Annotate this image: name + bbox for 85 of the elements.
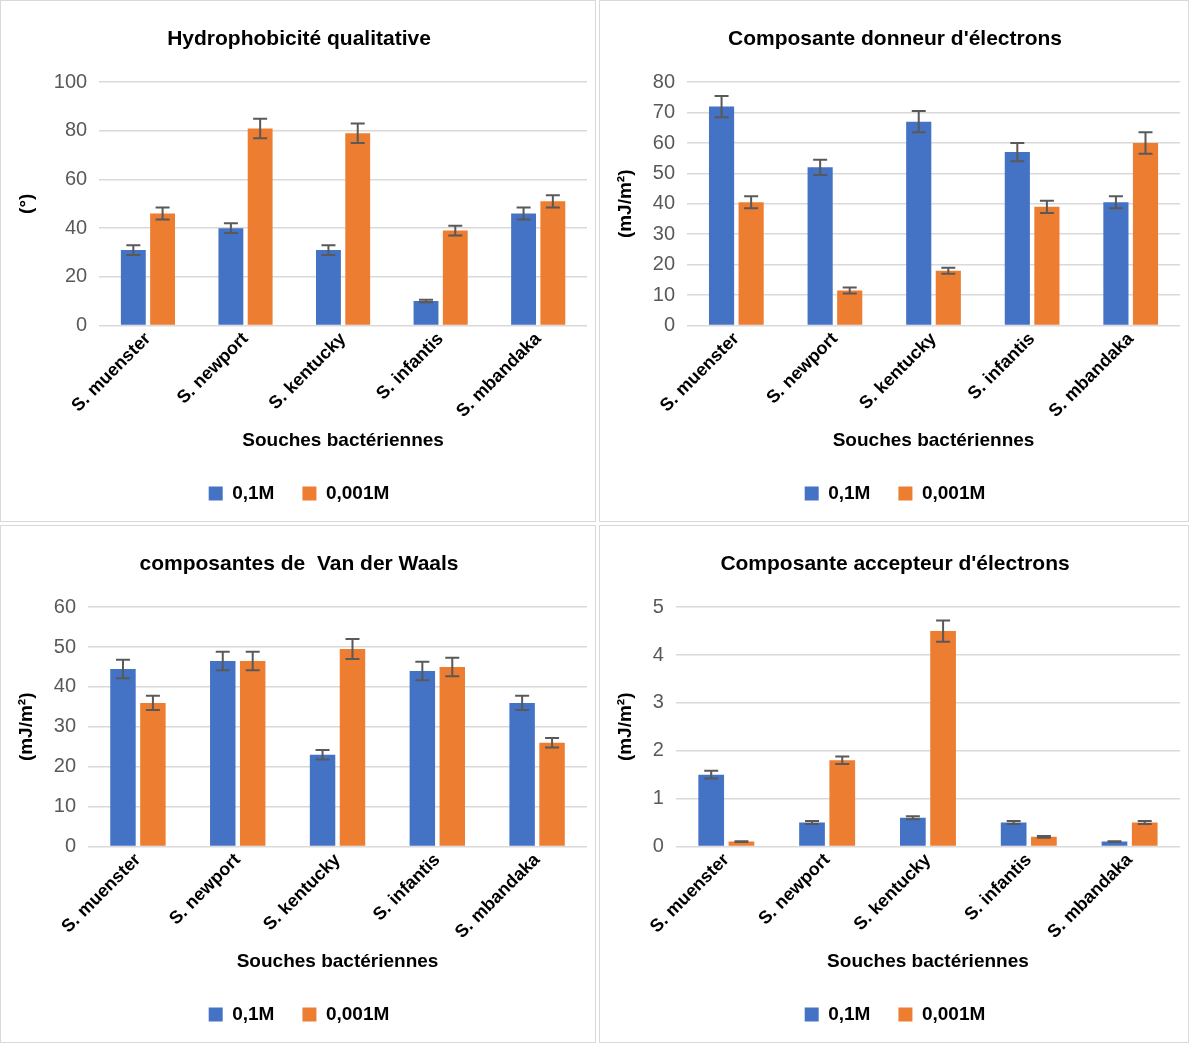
chart-title: Composante accepteur d'électrons xyxy=(720,551,1070,575)
legend-label: 0,1M xyxy=(232,1002,275,1024)
y-tick-label: 40 xyxy=(53,674,77,697)
bar xyxy=(413,301,439,325)
bar xyxy=(1034,206,1060,325)
bar xyxy=(799,822,825,846)
y-tick-label: 50 xyxy=(53,634,77,657)
legend-label: 0,001M xyxy=(325,1002,390,1024)
chart-title: Hydrophobicité qualitative xyxy=(167,26,431,50)
chart-title: composantes de Van der Waals xyxy=(139,551,459,575)
bar xyxy=(439,667,466,846)
y-tick-label: 4 xyxy=(652,642,664,665)
chart-title: Composante donneur d'électrons xyxy=(727,26,1063,50)
bar xyxy=(140,702,166,846)
y-tick-label: 5 xyxy=(652,594,664,617)
y-tick-label: 10 xyxy=(53,794,77,817)
y-tick-label: 40 xyxy=(652,191,676,214)
bar xyxy=(906,121,932,325)
y-tick-label: 30 xyxy=(652,221,676,244)
y-tick-label: 30 xyxy=(53,714,77,737)
bar xyxy=(899,817,926,846)
bar xyxy=(935,270,961,325)
y-tick-label: 60 xyxy=(652,130,676,153)
bar xyxy=(218,228,244,325)
bar xyxy=(309,754,336,846)
y-tick-label: 1 xyxy=(652,786,664,809)
bar xyxy=(539,742,565,846)
bar xyxy=(1131,822,1158,846)
bar xyxy=(540,201,566,325)
bar xyxy=(120,250,146,325)
x-axis-title: Souches bactériennes xyxy=(832,428,1035,450)
y-tick-label: 0 xyxy=(663,312,676,335)
bar xyxy=(829,760,856,846)
y-tick-label: 10 xyxy=(652,282,676,305)
legend-label: 0,1M xyxy=(232,481,275,503)
y-tick-label: 80 xyxy=(652,69,676,92)
y-axis-title: (mJ/m²) xyxy=(613,169,635,239)
bar xyxy=(1103,202,1129,325)
y-tick-label: 50 xyxy=(652,160,676,183)
bar xyxy=(511,213,537,325)
x-axis-title: Souches bactériennes xyxy=(236,949,439,971)
bar xyxy=(442,230,468,325)
y-tick-label: 40 xyxy=(64,215,88,238)
bar xyxy=(316,250,341,325)
bar xyxy=(239,661,266,846)
legend-label: 0,1M xyxy=(828,481,871,503)
bar xyxy=(110,669,136,846)
y-tick-label: 60 xyxy=(64,167,88,189)
legend-label: 0,001M xyxy=(325,481,390,503)
y-tick-label: 60 xyxy=(53,594,77,617)
y-tick-label: 80 xyxy=(64,118,88,141)
y-tick-label: 20 xyxy=(53,754,77,777)
y-tick-label: 2 xyxy=(652,738,664,761)
x-axis-title: Souches bactériennes xyxy=(242,428,444,450)
bar xyxy=(930,631,956,846)
y-axis-title: (mJ/m²) xyxy=(14,692,36,762)
legend-label: 0,1M xyxy=(828,1002,871,1024)
bar xyxy=(1000,822,1027,846)
y-tick-label: 0 xyxy=(76,312,88,335)
y-axis-title: (mJ/m²) xyxy=(613,692,635,762)
bar xyxy=(807,167,833,325)
y-tick-label: 0 xyxy=(64,833,77,856)
y-tick-label: 20 xyxy=(652,252,676,275)
y-tick-label: 70 xyxy=(652,100,676,123)
bar xyxy=(698,774,725,846)
bar xyxy=(708,106,735,325)
y-tick-label: 100 xyxy=(53,69,88,92)
bar xyxy=(345,133,371,325)
bar xyxy=(738,202,764,325)
bar xyxy=(409,670,436,846)
bar xyxy=(210,661,236,846)
y-tick-label: 0 xyxy=(652,833,664,856)
y-axis-title: (°) xyxy=(14,193,36,214)
legend-label: 0,001M xyxy=(921,1002,986,1024)
y-tick-label: 20 xyxy=(64,264,88,287)
bar xyxy=(509,702,535,846)
bar xyxy=(150,213,176,325)
x-axis-title: Souches bactériennes xyxy=(827,949,1029,971)
legend-label: 0,001M xyxy=(921,481,986,503)
y-tick-label: 3 xyxy=(652,690,664,713)
bar xyxy=(1132,143,1159,325)
bar xyxy=(837,290,863,325)
bar xyxy=(1004,152,1030,325)
bar xyxy=(247,128,273,325)
bar xyxy=(339,649,366,846)
